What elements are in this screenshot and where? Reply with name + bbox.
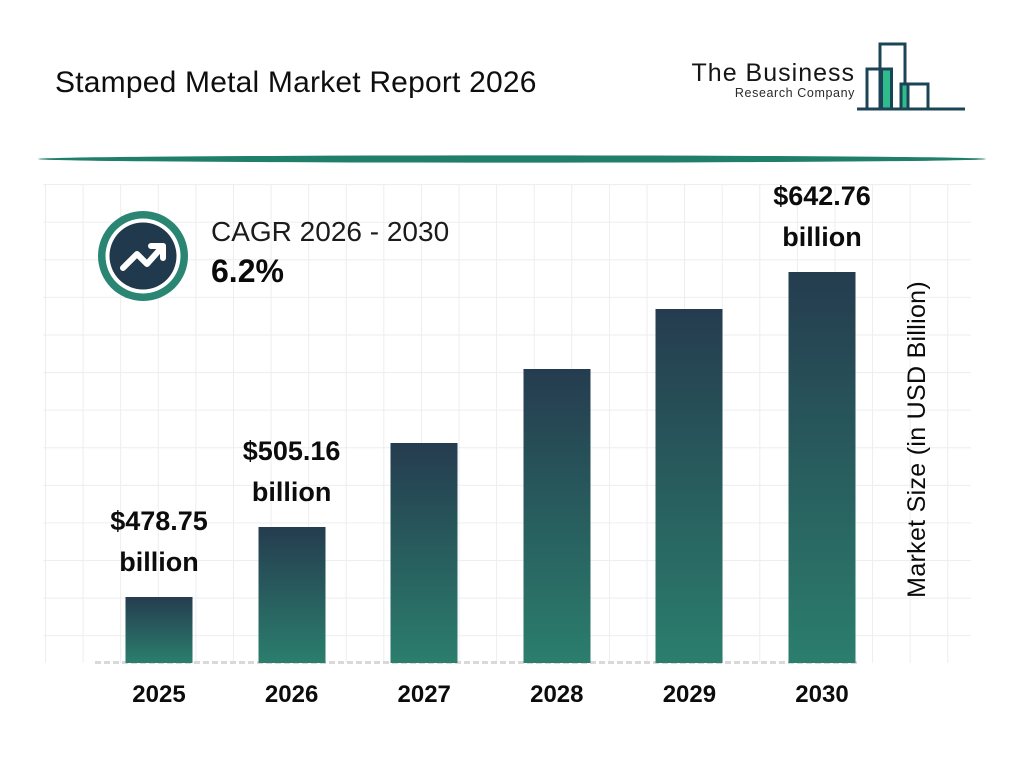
logo-text: The Business Research Company — [692, 60, 855, 114]
x-tick-2030: 2030 — [795, 681, 849, 708]
bar-2029 — [655, 309, 723, 663]
x-axis-baseline — [95, 661, 857, 664]
cagr-texts: CAGR 2026 - 2030 6.2% — [211, 210, 449, 292]
page-title: Stamped Metal Market Report 2026 — [55, 66, 537, 99]
x-tick-2027: 2027 — [397, 681, 451, 708]
bar-2025 — [125, 597, 193, 663]
company-logo: The Business Research Company — [692, 38, 967, 114]
cagr-value: 6.2% — [211, 253, 284, 289]
logo-subtitle: Research Company — [734, 86, 855, 100]
value-unit: billion — [782, 222, 862, 252]
x-tick-2025: 2025 — [132, 681, 186, 708]
value-unit: billion — [119, 547, 199, 577]
x-tick-2029: 2029 — [662, 681, 717, 708]
bar-2026 — [258, 527, 326, 663]
trend-up-icon — [98, 211, 188, 301]
x-tick-2026: 2026 — [264, 681, 319, 708]
value-unit: billion — [251, 477, 332, 507]
bar-2027 — [390, 443, 458, 663]
divider-line — [38, 155, 986, 163]
x-tick-2028: 2028 — [530, 681, 584, 708]
cagr-badge: CAGR 2026 - 2030 6.2% — [97, 210, 449, 302]
value-amount: $642.76 — [773, 181, 871, 211]
value-amount: $478.75 — [110, 506, 208, 536]
value-label-2030: $642.76 billion — [773, 176, 871, 258]
bar-2028 — [523, 369, 591, 663]
bar-chart: $478.75 billion 2025 $505.16 billion 2026 2027… — [43, 181, 971, 708]
cagr-label: CAGR 2026 - 2030 — [211, 216, 450, 247]
bar-2030 — [788, 272, 856, 663]
logo-bars-icon — [857, 42, 965, 111]
value-label-2025: $478.75 billion — [110, 501, 208, 583]
value-label-2026: $505.16 billion — [243, 431, 341, 513]
y-axis-label: Market Size (in USD Billion) — [903, 281, 931, 598]
logo-name: The Business — [691, 59, 855, 87]
value-amount: $505.16 — [242, 436, 341, 466]
